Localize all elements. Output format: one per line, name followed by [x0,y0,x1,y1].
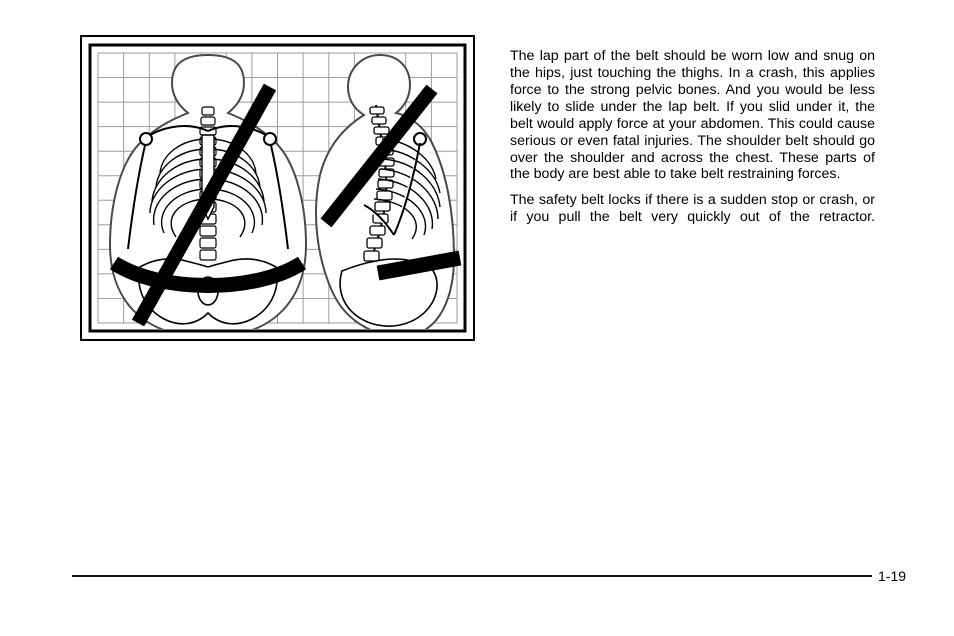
seatbelt-skeleton-figure [80,35,475,341]
paragraph-1: The lap part of the belt should be worn … [510,48,875,183]
page-number: 1-19 [878,568,906,584]
seatbelt-skeleton-svg [80,35,475,341]
paragraph-2: The safety belt locks if there is a sudd… [510,192,875,226]
manual-page: The lap part of the belt should be worn … [0,0,954,636]
footer-rule [72,575,872,577]
